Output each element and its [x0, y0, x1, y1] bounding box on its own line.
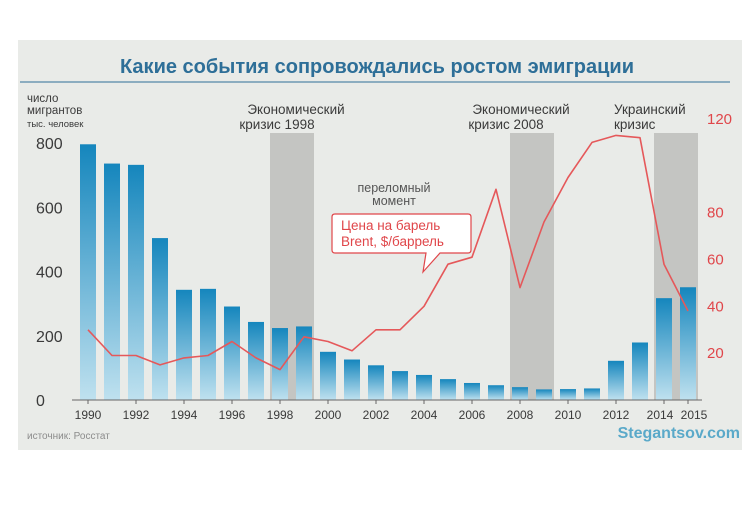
bar-1995 [200, 288, 216, 400]
x-tick-2004: 2004 [411, 408, 438, 422]
right-tick-40: 40 [707, 298, 724, 315]
bar-2006 [464, 382, 480, 400]
source-note: источник: Росстат [27, 431, 110, 442]
brent-price-series [87, 134, 689, 371]
bar-2014 [656, 298, 672, 400]
left-axis-ticks: 0 200 400 600 800 [36, 136, 63, 410]
bar-1990 [80, 144, 96, 400]
y-axis-label-line1: число [27, 93, 58, 105]
bar-1994 [176, 289, 192, 400]
price-label-line1: Цена на барель [341, 218, 440, 233]
bar-2015 [680, 287, 696, 400]
x-tick-2000: 2000 [315, 408, 342, 422]
right-axis-ticks: 20 40 60 80 120 [707, 111, 732, 362]
bar-2004 [416, 374, 432, 400]
crisis-1998-label-line2: кризис 1998 [239, 117, 314, 132]
bar-1992 [128, 164, 144, 400]
x-tick-1996: 1996 [219, 408, 246, 422]
x-tick-1992: 1992 [123, 408, 150, 422]
bar-2013 [632, 342, 648, 400]
bar-2007 [488, 385, 504, 400]
turning-point-label-line2: момент [372, 194, 416, 208]
bar-1993 [152, 238, 168, 400]
left-tick-200: 200 [36, 329, 63, 346]
bar-2002 [368, 365, 384, 400]
x-tick-2015: 2015 [681, 408, 708, 422]
x-tick-2014: 2014 [647, 408, 674, 422]
x-tick-1998: 1998 [267, 408, 294, 422]
x-tick-2002: 2002 [363, 408, 390, 422]
bar-1996 [224, 306, 240, 400]
left-tick-600: 600 [36, 200, 63, 217]
watermark: Stegantsov.com [618, 425, 740, 442]
price-callout [331, 213, 472, 274]
y-axis-label-line3: тыс. человек [27, 119, 84, 130]
y-axis-label-line2: мигрантов [27, 105, 82, 117]
right-tick-20: 20 [707, 345, 724, 362]
brent-price-line [87, 134, 689, 371]
crisis-band-2008 [510, 133, 554, 400]
x-axis-ticks: 1990 1992 1994 1996 1998 2000 2002 2004 2006 2008… [75, 400, 708, 422]
right-tick-120: 120 [707, 111, 732, 128]
bar-1998 [272, 328, 288, 400]
x-tick-2012: 2012 [603, 408, 630, 422]
crisis-2008-label-line1: Экономический [472, 102, 569, 117]
bar-2005 [440, 379, 456, 400]
bar-2009 [536, 389, 552, 400]
crisis-2008-label-line2: кризис 2008 [468, 117, 543, 132]
bar-2008 [512, 387, 528, 400]
x-tick-2010: 2010 [555, 408, 582, 422]
bar-1997 [248, 321, 264, 400]
right-tick-80: 80 [707, 205, 724, 222]
bar-2010 [560, 389, 576, 400]
bar-2003 [392, 371, 408, 400]
bar-2012 [608, 360, 624, 400]
bar-1999 [296, 326, 312, 400]
bar-1991 [104, 163, 120, 400]
left-tick-800: 800 [36, 136, 63, 153]
bar-2001 [344, 359, 360, 400]
migrants-bars [80, 144, 696, 400]
right-tick-60: 60 [707, 252, 724, 269]
x-tick-1990: 1990 [75, 408, 102, 422]
turning-point-label-line1: переломный [357, 181, 430, 195]
price-label-line2: Brent, $/баррель [341, 234, 444, 249]
chart-title: Какие события сопровождались ростом эмиг… [120, 56, 634, 78]
x-tick-2008: 2008 [507, 408, 534, 422]
x-tick-1994: 1994 [171, 408, 198, 422]
bar-2011 [584, 388, 600, 400]
left-tick-0: 0 [36, 393, 45, 410]
crisis-ukraine-label-line2: кризис [614, 117, 656, 132]
crisis-1998-label-line1: Экономический [247, 102, 344, 117]
crisis-ukraine-label-line1: Украинский [614, 102, 686, 117]
left-tick-400: 400 [36, 265, 63, 282]
x-tick-2006: 2006 [459, 408, 486, 422]
bar-2000 [320, 351, 336, 400]
